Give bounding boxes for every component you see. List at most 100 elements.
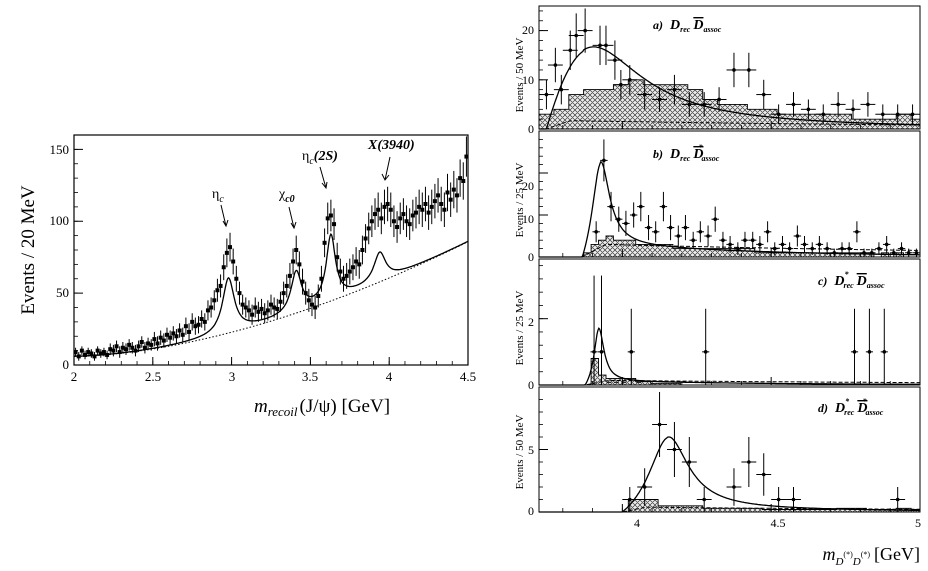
left-data-point <box>231 259 236 264</box>
rb-data-point <box>616 217 621 221</box>
left-data-point <box>410 213 415 218</box>
left-data-point <box>291 259 296 264</box>
left-data-point <box>332 222 337 227</box>
panel-b-ytick-label: 10 <box>522 212 534 226</box>
left-data-point <box>369 219 374 224</box>
eta-c-arrow <box>220 204 229 228</box>
left-data-point <box>391 219 396 224</box>
rc-data-point <box>882 350 887 354</box>
left-data-point <box>120 345 125 350</box>
left-data-point <box>388 207 393 212</box>
rd-data-point <box>791 497 796 502</box>
left-data-point <box>92 354 97 359</box>
rd-data-point <box>895 497 900 502</box>
left-data-point <box>168 335 173 340</box>
rb-data-point <box>892 251 896 255</box>
left-data-point <box>193 324 198 329</box>
rd-data-point <box>776 497 781 502</box>
rb-data-point <box>676 234 681 238</box>
left-xtick-label: 3 <box>229 369 236 384</box>
panel-a-bar: D <box>692 18 703 33</box>
left-x-axis-title: mrecoil (J/ψ) [GeV] <box>254 396 390 419</box>
rb-data-point <box>713 217 718 221</box>
rb-data-point <box>795 234 800 238</box>
ra-data-point <box>836 102 840 107</box>
panel-b-ticks <box>539 130 921 258</box>
left-data-point <box>461 179 466 183</box>
right-xlabel-sub2: D <box>852 556 861 568</box>
left-data-point <box>363 236 368 241</box>
left-data-point <box>250 312 255 317</box>
left-data-point <box>395 225 400 229</box>
left-data-point <box>209 305 214 310</box>
ra-data-point <box>866 102 870 107</box>
rb-data-point <box>750 238 755 242</box>
left-xtick-label: 3.5 <box>302 369 318 384</box>
panel-c-ytick-label: 0 <box>528 378 534 392</box>
rc-data-point <box>852 350 857 354</box>
rb-data-point <box>765 230 770 234</box>
chi-c0-main: χ <box>278 187 286 202</box>
panel-c-main1: D <box>833 274 844 289</box>
panel-a-ticks <box>539 10 921 130</box>
left-data-point <box>448 197 453 202</box>
right-panel-a: 0 10 20 Events / 50 MeV a) Drec Dassoc <box>514 5 921 136</box>
left-data-point <box>117 350 122 355</box>
left-ytick-label: 100 <box>50 213 70 228</box>
left-data-point <box>205 308 210 313</box>
left-data-point <box>297 262 302 267</box>
right-xlabel-main: m <box>822 544 835 564</box>
chi-c0-arrow <box>288 206 297 230</box>
rd-data-point <box>732 485 736 489</box>
rb-data-point <box>668 225 673 230</box>
ra-data-point <box>583 28 587 33</box>
rd-data-point <box>657 422 662 427</box>
left-data-point <box>202 319 207 324</box>
left-data-point <box>183 324 188 329</box>
left-data-point <box>354 259 359 264</box>
left-xlabel-sub: recoil <box>268 404 298 419</box>
eta-c2s-sub: c <box>309 156 314 167</box>
right-x-axis-title: mD(*)D(*) [GeV] <box>822 544 920 568</box>
left-data-point <box>309 302 314 307</box>
rd-data-point <box>687 460 692 464</box>
rc-background-fit <box>539 379 920 386</box>
left-ytick-label: 150 <box>50 142 70 157</box>
right-xlabel-sub: D <box>834 556 843 568</box>
left-data-point <box>259 306 264 311</box>
left-data-point <box>357 262 362 267</box>
panel-a-ytick-label: 10 <box>522 73 534 87</box>
left-data-point <box>407 222 412 227</box>
right-panel-c: 0 2 Events / 25 MeV c) D* rec Dassoc <box>514 258 921 392</box>
left-data-point <box>237 291 242 296</box>
left-data-point <box>265 308 270 313</box>
panel-d-y-axis-title: Events / 50 MeV <box>514 415 526 490</box>
left-data-point <box>177 328 182 333</box>
left-data-point <box>432 199 437 204</box>
left-data-point <box>451 187 456 192</box>
ra-data-point <box>642 92 647 97</box>
ra-data-point <box>619 82 623 87</box>
left-data-point <box>158 335 163 340</box>
rb-data-point <box>884 242 889 247</box>
left-data-point <box>149 342 154 347</box>
panel-d-sup1: * <box>845 397 850 406</box>
panel-c-title: c) D* rec Dassoc <box>818 270 885 290</box>
left-background-fit <box>74 241 469 357</box>
left-xtick-label: 4 <box>386 369 393 384</box>
left-data-point <box>366 226 371 231</box>
panel-a-main1: D <box>669 18 680 33</box>
left-data-point <box>215 288 220 293</box>
left-data-point <box>294 248 299 252</box>
panel-d-sup2: * <box>862 397 867 406</box>
ra-fit-curve <box>539 46 920 130</box>
left-data-point <box>111 348 116 353</box>
panel-c-bar: D <box>856 274 867 289</box>
panel-d-main1: D <box>834 401 845 416</box>
right-xlabel-tail: [GeV] <box>874 544 920 564</box>
left-data-point <box>155 341 160 346</box>
panel-b-plot-area <box>539 139 921 258</box>
left-data-point <box>124 347 129 352</box>
left-data-point <box>420 207 425 212</box>
